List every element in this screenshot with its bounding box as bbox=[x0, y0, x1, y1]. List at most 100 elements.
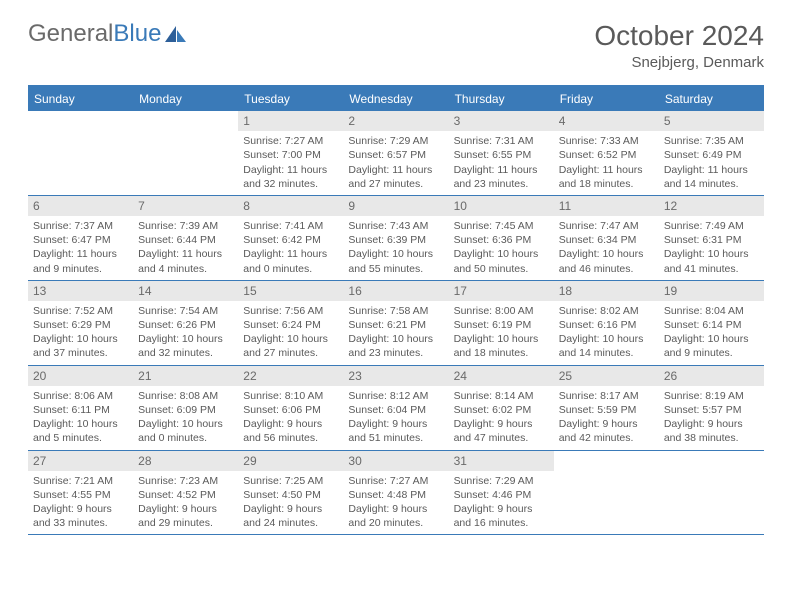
day-number: 12 bbox=[659, 196, 764, 216]
sunrise-text: Sunrise: 7:35 AM bbox=[664, 134, 759, 148]
sunset-text: Sunset: 6:26 PM bbox=[138, 318, 233, 332]
sunrise-text: Sunrise: 7:52 AM bbox=[33, 304, 128, 318]
day-number: 2 bbox=[343, 111, 448, 131]
daylight-text: Daylight: 9 hours and 47 minutes. bbox=[454, 417, 549, 445]
day-number: 10 bbox=[449, 196, 554, 216]
sunset-text: Sunset: 6:29 PM bbox=[33, 318, 128, 332]
day-number: 13 bbox=[28, 281, 133, 301]
sunrise-text: Sunrise: 8:02 AM bbox=[559, 304, 654, 318]
day-cell: 1Sunrise: 7:27 AMSunset: 7:00 PMDaylight… bbox=[238, 111, 343, 195]
daylight-text: Daylight: 11 hours and 18 minutes. bbox=[559, 163, 654, 191]
daylight-text: Daylight: 10 hours and 41 minutes. bbox=[664, 247, 759, 275]
sunrise-text: Sunrise: 8:14 AM bbox=[454, 389, 549, 403]
daylight-text: Daylight: 9 hours and 38 minutes. bbox=[664, 417, 759, 445]
day-body: Sunrise: 7:27 AMSunset: 7:00 PMDaylight:… bbox=[238, 131, 343, 195]
day-cell: 13Sunrise: 7:52 AMSunset: 6:29 PMDayligh… bbox=[28, 281, 133, 365]
day-cell: 21Sunrise: 8:08 AMSunset: 6:09 PMDayligh… bbox=[133, 366, 238, 450]
day-body: Sunrise: 7:49 AMSunset: 6:31 PMDaylight:… bbox=[659, 216, 764, 280]
day-body: Sunrise: 7:25 AMSunset: 4:50 PMDaylight:… bbox=[238, 471, 343, 535]
day-number: 19 bbox=[659, 281, 764, 301]
sunset-text: Sunset: 6:11 PM bbox=[33, 403, 128, 417]
day-number: 8 bbox=[238, 196, 343, 216]
day-body: Sunrise: 8:19 AMSunset: 5:57 PMDaylight:… bbox=[659, 386, 764, 450]
week-row: ..1Sunrise: 7:27 AMSunset: 7:00 PMDaylig… bbox=[28, 111, 764, 196]
sunrise-text: Sunrise: 7:54 AM bbox=[138, 304, 233, 318]
day-cell: 7Sunrise: 7:39 AMSunset: 6:44 PMDaylight… bbox=[133, 196, 238, 280]
day-cell: 16Sunrise: 7:58 AMSunset: 6:21 PMDayligh… bbox=[343, 281, 448, 365]
sunset-text: Sunset: 4:48 PM bbox=[348, 488, 443, 502]
day-body: Sunrise: 8:00 AMSunset: 6:19 PMDaylight:… bbox=[449, 301, 554, 365]
sunset-text: Sunset: 6:36 PM bbox=[454, 233, 549, 247]
day-cell: 2Sunrise: 7:29 AMSunset: 6:57 PMDaylight… bbox=[343, 111, 448, 195]
daylight-text: Daylight: 11 hours and 0 minutes. bbox=[243, 247, 338, 275]
daylight-text: Daylight: 10 hours and 55 minutes. bbox=[348, 247, 443, 275]
sunset-text: Sunset: 6:09 PM bbox=[138, 403, 233, 417]
weekday-header: Saturday bbox=[659, 87, 764, 111]
sunrise-text: Sunrise: 8:06 AM bbox=[33, 389, 128, 403]
daylight-text: Daylight: 10 hours and 14 minutes. bbox=[559, 332, 654, 360]
daylight-text: Daylight: 9 hours and 33 minutes. bbox=[33, 502, 128, 530]
day-cell: 26Sunrise: 8:19 AMSunset: 5:57 PMDayligh… bbox=[659, 366, 764, 450]
daylight-text: Daylight: 10 hours and 27 minutes. bbox=[243, 332, 338, 360]
day-number: 20 bbox=[28, 366, 133, 386]
day-cell: 6Sunrise: 7:37 AMSunset: 6:47 PMDaylight… bbox=[28, 196, 133, 280]
day-body: Sunrise: 7:23 AMSunset: 4:52 PMDaylight:… bbox=[133, 471, 238, 535]
sunset-text: Sunset: 6:49 PM bbox=[664, 148, 759, 162]
sunrise-text: Sunrise: 7:47 AM bbox=[559, 219, 654, 233]
sunrise-text: Sunrise: 8:04 AM bbox=[664, 304, 759, 318]
day-cell: . bbox=[554, 451, 659, 535]
sunrise-text: Sunrise: 7:31 AM bbox=[454, 134, 549, 148]
day-cell: 3Sunrise: 7:31 AMSunset: 6:55 PMDaylight… bbox=[449, 111, 554, 195]
sunrise-text: Sunrise: 8:08 AM bbox=[138, 389, 233, 403]
sunset-text: Sunset: 6:55 PM bbox=[454, 148, 549, 162]
weekday-header: Monday bbox=[133, 87, 238, 111]
day-body: Sunrise: 8:17 AMSunset: 5:59 PMDaylight:… bbox=[554, 386, 659, 450]
day-body: Sunrise: 7:27 AMSunset: 4:48 PMDaylight:… bbox=[343, 471, 448, 535]
day-number: 17 bbox=[449, 281, 554, 301]
sunset-text: Sunset: 6:42 PM bbox=[243, 233, 338, 247]
sunset-text: Sunset: 4:55 PM bbox=[33, 488, 128, 502]
daylight-text: Daylight: 9 hours and 51 minutes. bbox=[348, 417, 443, 445]
week-row: 20 Sunrise: 8:06 AMSunset: 6:11 PM Dayligh… bbox=[28, 366, 764, 451]
month-title: October 2024 bbox=[594, 20, 764, 52]
sunrise-text: Sunrise: 8:19 AM bbox=[664, 389, 759, 403]
sunset-text: Sunset: 4:52 PM bbox=[138, 488, 233, 502]
week-row: 6Sunrise: 7:37 AMSunset: 6:47 PMDaylight… bbox=[28, 196, 764, 281]
day-cell: 29Sunrise: 7:25 AMSunset: 4:50 PMDayligh… bbox=[238, 451, 343, 535]
sunrise-text: Sunrise: 7:37 AM bbox=[33, 219, 128, 233]
day-body: Sunrise: 7:45 AMSunset: 6:36 PMDaylight:… bbox=[449, 216, 554, 280]
day-body: Sunrise: 8:14 AMSunset: 6:02 PMDaylight:… bbox=[449, 386, 554, 450]
daylight-text: Daylight: 9 hours and 29 minutes. bbox=[138, 502, 233, 530]
weekday-header: Thursday bbox=[449, 87, 554, 111]
sunrise-text: Sunrise: 7:21 AM bbox=[33, 474, 128, 488]
day-number: 21 bbox=[133, 366, 238, 386]
sunset-text: Sunset: 6:16 PM bbox=[559, 318, 654, 332]
day-cell: . bbox=[659, 451, 764, 535]
day-number: 23 bbox=[343, 366, 448, 386]
sunset-text: Sunset: 4:46 PM bbox=[454, 488, 549, 502]
day-cell: 9Sunrise: 7:43 AMSunset: 6:39 PMDaylight… bbox=[343, 196, 448, 280]
day-body: Sunrise: 7:31 AMSunset: 6:55 PMDaylight:… bbox=[449, 131, 554, 195]
day-cell: 12Sunrise: 7:49 AMSunset: 6:31 PMDayligh… bbox=[659, 196, 764, 280]
sunrise-text: Sunrise: 7:39 AM bbox=[138, 219, 233, 233]
day-cell: 8Sunrise: 7:41 AMSunset: 6:42 PMDaylight… bbox=[238, 196, 343, 280]
day-cell: 10Sunrise: 7:45 AMSunset: 6:36 PMDayligh… bbox=[449, 196, 554, 280]
sunset-text: Sunset: 6:21 PM bbox=[348, 318, 443, 332]
sunrise-text: Sunrise: 7:43 AM bbox=[348, 219, 443, 233]
day-cell: 15Sunrise: 7:56 AMSunset: 6:24 PMDayligh… bbox=[238, 281, 343, 365]
sunset-text: Sunset: 6:19 PM bbox=[454, 318, 549, 332]
day-body: Sunrise: 7:52 AMSunset: 6:29 PMDaylight:… bbox=[28, 301, 133, 365]
daylight-text: Daylight: 10 hours and 9 minutes. bbox=[664, 332, 759, 360]
weekday-header: Tuesday bbox=[238, 87, 343, 111]
day-cell: 31Sunrise: 7:29 AMSunset: 4:46 PMDayligh… bbox=[449, 451, 554, 535]
day-number: 4 bbox=[554, 111, 659, 131]
day-cell: 24Sunrise: 8:14 AMSunset: 6:02 PMDayligh… bbox=[449, 366, 554, 450]
week-row: 27Sunrise: 7:21 AMSunset: 4:55 PMDayligh… bbox=[28, 451, 764, 536]
day-cell: 28Sunrise: 7:23 AMSunset: 4:52 PMDayligh… bbox=[133, 451, 238, 535]
day-number: 31 bbox=[449, 451, 554, 471]
weekday-header: Friday bbox=[554, 87, 659, 111]
day-cell: 23Sunrise: 8:12 AMSunset: 6:04 PMDayligh… bbox=[343, 366, 448, 450]
logo-part1: General bbox=[28, 20, 113, 47]
day-body: Sunrise: 8:08 AMSunset: 6:09 PMDaylight:… bbox=[133, 386, 238, 450]
day-body: Sunrise: 7:33 AMSunset: 6:52 PMDaylight:… bbox=[554, 131, 659, 195]
